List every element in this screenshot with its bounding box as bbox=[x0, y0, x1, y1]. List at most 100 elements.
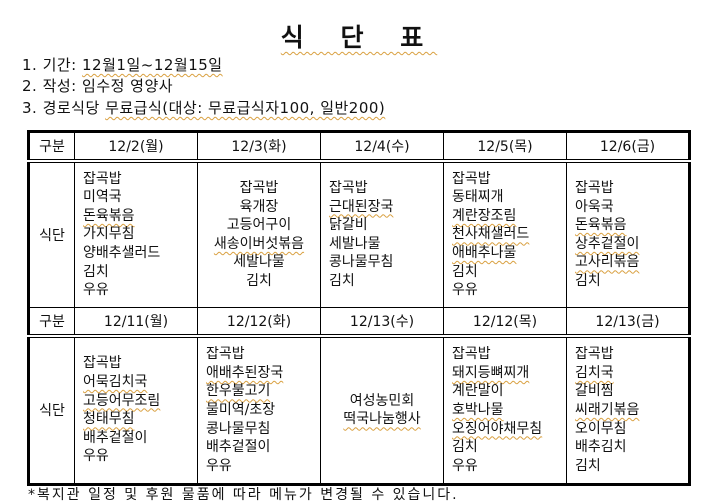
menu-item-text: 우유 bbox=[452, 282, 478, 299]
menu-cell: 잡곡밥 동태찌개 계란장조림 천사채샐러드 애배추나물 김치 우유 bbox=[443, 160, 567, 308]
menu-item-text: 애배추된장국 bbox=[206, 364, 284, 381]
menu-list: 잡곡밥 동태찌개 계란장조림 천사채샐러드 애배추나물 김치 우유 bbox=[444, 168, 566, 302]
menu-item: 육개장 bbox=[206, 198, 312, 217]
menu-item-text: 김치 bbox=[452, 263, 478, 280]
menu-item-text: 돈육볶음 bbox=[83, 207, 135, 224]
menu-item-text: 김치 bbox=[246, 272, 272, 289]
menu-item-text: 상추겉절이 bbox=[575, 235, 640, 252]
menu-item: 배추겉절이 bbox=[83, 429, 189, 448]
menu-item-text: 새송이버섯볶음 bbox=[213, 235, 305, 252]
date-header: 12/4(수) bbox=[320, 131, 444, 163]
menu-item-text: 김치 bbox=[575, 457, 601, 474]
footer-note: *복지관 일정 및 후원 물품에 따라 메뉴가 변경될 수 있습니다. bbox=[28, 487, 459, 503]
menu-item: 씨래기볶음 bbox=[575, 401, 680, 420]
menu-item-text: 계란말이 bbox=[452, 383, 504, 400]
menu-item-text: 세발나물 bbox=[329, 235, 381, 252]
menu-item: 고사리볶음 bbox=[575, 253, 680, 272]
menu-item-text: 가지무침 bbox=[83, 226, 135, 243]
menu-item-text: 잡곡밥 bbox=[575, 179, 614, 196]
menu-item: 배추김치 bbox=[575, 438, 680, 457]
menu-item: 오이무침 bbox=[575, 420, 680, 439]
menu-item-text: 김치 bbox=[575, 272, 601, 289]
info-period: 1. 기간: 12월1일~12월15일 bbox=[22, 56, 223, 74]
header-row: 구분 12/11(월) 12/12(화) 12/13(수) 12/12(목) 12/13(… bbox=[28, 306, 690, 338]
menu-item: 콩나물무침 bbox=[206, 420, 312, 439]
date-header: 12/6(금) bbox=[566, 131, 690, 163]
date-header: 12/5(목) bbox=[443, 131, 567, 163]
menu-item: 잡곡밥 bbox=[452, 345, 558, 364]
menu-item: 김치 bbox=[329, 272, 435, 291]
menu-item-text: 잡곡밥 bbox=[83, 355, 122, 372]
menu-item: 우유 bbox=[452, 281, 558, 300]
menu-item: 닭갈비 bbox=[329, 216, 435, 235]
menu-item: 돼지등뼈찌개 bbox=[452, 364, 558, 383]
menu-item: 김치 bbox=[83, 263, 189, 282]
menu-item: 세발나물 bbox=[329, 235, 435, 254]
menu-item: 잡곡밥 bbox=[83, 354, 189, 373]
menu-item-text: 호박나물 bbox=[452, 401, 504, 418]
menu-item-text: 어묵김치국 bbox=[83, 374, 148, 391]
menu-item: 세발나물 bbox=[206, 253, 312, 272]
date-header: 12/12(화) bbox=[197, 306, 321, 338]
menu-item-text: 애배추나물 bbox=[452, 245, 517, 262]
menu-item: 잡곡밥 bbox=[206, 179, 312, 198]
menu-item: 계란말이 bbox=[452, 382, 558, 401]
menu-item: 여성농민회 bbox=[329, 392, 435, 411]
menu-item: 잡곡밥 bbox=[83, 170, 189, 189]
menu-item: 잡곡밥 bbox=[206, 345, 312, 364]
menu-item-text: 콩나물무침 bbox=[206, 420, 271, 437]
menu-item: 동태찌개 bbox=[452, 188, 558, 207]
menu-item-text: 동태찌개 bbox=[452, 189, 504, 206]
menu-cell: 여성농민회 떡국나눔행사 bbox=[320, 335, 444, 485]
menu-item: 잡곡밥 bbox=[575, 179, 680, 198]
menu-item: 우유 bbox=[83, 281, 189, 300]
menu-item-text: 우유 bbox=[83, 282, 109, 299]
page-title: 식 단 표 bbox=[280, 23, 438, 52]
menu-item: 오징어야채무침 bbox=[452, 420, 558, 439]
meal-table: 구분 12/2(월) 12/3(화) 12/4(수) 12/5(목) 12/6(금) 식단 잡… bbox=[27, 130, 691, 486]
menu-item-text: 고등어구이 bbox=[226, 217, 292, 234]
menu-item: 잡곡밥 bbox=[452, 170, 558, 189]
menu-item: 고등어구이 bbox=[206, 216, 312, 235]
menu-list: 잡곡밥 미역국 돈육볶음 가지무침 양배추샐러드 김치 우유 bbox=[75, 168, 197, 302]
menu-item-text: 배추김치 bbox=[575, 439, 627, 456]
menu-item: 한우불고기 bbox=[206, 382, 312, 401]
menu-item-text: 잡곡밥 bbox=[575, 346, 614, 363]
label-header: 구분 bbox=[28, 306, 75, 338]
menu-item: 우유 bbox=[83, 447, 189, 466]
menu-item-text: 배추겉절이 bbox=[206, 439, 271, 456]
menu-item-text: 우유 bbox=[452, 457, 478, 474]
menu-list: 잡곡밥 김치국 갈비찜 씨래기볶음 오이무침 배추김치 김치 bbox=[567, 343, 688, 477]
menu-item-text: 양배추샐러드 bbox=[83, 245, 161, 262]
menu-item-text: 고등어무조림 bbox=[83, 392, 161, 409]
menu-item-text: 잡곡밥 bbox=[452, 170, 491, 187]
menu-item: 갈비찜 bbox=[575, 382, 680, 401]
menu-item-text: 청태무침 bbox=[83, 411, 135, 428]
menu-list: 잡곡밥 돼지등뼈찌개 계란말이 호박나물 오징어야채무침 김치 우유 bbox=[444, 343, 566, 477]
menu-cell: 잡곡밥 돼지등뼈찌개 계란말이 호박나물 오징어야채무침 김치 우유 bbox=[443, 335, 567, 485]
menu-list: 여성농민회 떡국나눔행사 bbox=[321, 390, 443, 431]
menu-item-text: 오징어야채무침 bbox=[452, 420, 543, 437]
menu-item: 콩나물무침 bbox=[329, 253, 435, 272]
label-row: 식단 bbox=[28, 335, 75, 485]
menu-item: 어묵김치국 bbox=[83, 373, 189, 392]
menu-item: 잡곡밥 bbox=[575, 345, 680, 364]
menu-item-text: 잡곡밥 bbox=[206, 346, 245, 363]
date-header: 12/2(월) bbox=[74, 131, 198, 163]
label-header: 구분 bbox=[28, 131, 75, 163]
menu-item: 물미역/초장 bbox=[206, 401, 312, 420]
menu-cell: 잡곡밥 김치국 갈비찜 씨래기볶음 오이무침 배추김치 김치 bbox=[566, 335, 690, 485]
menu-item-text: 잡곡밥 bbox=[83, 170, 122, 187]
menu-item-text: 우유 bbox=[206, 457, 232, 474]
info-target: 3. 경로식당 무료급식(대상: 무료급식자100, 일반200) bbox=[22, 99, 386, 117]
menu-item: 애배추나물 bbox=[452, 244, 558, 263]
menu-item-text: 우유 bbox=[83, 448, 109, 465]
menu-item-text: 잡곡밥 bbox=[329, 179, 368, 196]
menu-item-text: 김치 bbox=[329, 272, 355, 289]
menu-cell: 잡곡밥 아욱국 돈육볶음 상추겉절이 고사리볶음 김치 bbox=[566, 160, 690, 308]
menu-item-text: 세발나물 bbox=[233, 254, 285, 271]
menu-item: 상추겉절이 bbox=[575, 235, 680, 254]
